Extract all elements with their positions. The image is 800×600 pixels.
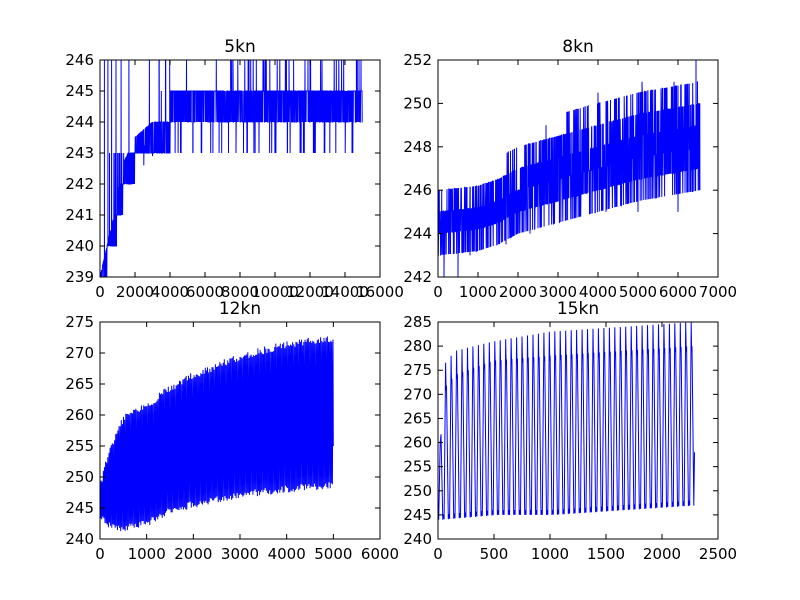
- y-tick-label: 255: [403, 458, 432, 476]
- x-tick-label: 1000: [531, 545, 569, 563]
- y-tick-label: 246: [403, 181, 432, 199]
- x-tick-label: 4000: [579, 283, 617, 301]
- y-tick-label: 260: [65, 406, 94, 424]
- x-tick-label: 1000: [128, 545, 166, 563]
- subplot-title: 8kn: [562, 37, 593, 57]
- x-tick-label: 5000: [619, 283, 657, 301]
- y-tick-label: 240: [403, 530, 432, 548]
- subplot-15kn: 0 500 1000 1500 2000 2500 240 245 250 255 260 265 27…: [403, 299, 737, 563]
- y-tick-label: 240: [65, 530, 94, 548]
- y-tick-label: 275: [403, 361, 432, 379]
- y-tick-label: 270: [65, 344, 94, 362]
- x-tick-label: 0: [95, 545, 105, 563]
- y-tick-label: 240: [65, 237, 94, 255]
- subplot-8kn: 0 1000 2000 3000 4000 5000 6000 7000 242 244 246 24…: [403, 37, 737, 301]
- x-tick-label: 2000: [174, 545, 212, 563]
- x-tick-label: 500: [480, 545, 509, 563]
- series-line: [100, 336, 334, 532]
- series-line: [438, 322, 695, 520]
- x-tick-label: 12000: [286, 283, 334, 301]
- y-tick-label: 265: [403, 409, 432, 427]
- y-tick-label: 246: [65, 51, 94, 69]
- y-tick-label: 243: [65, 144, 94, 162]
- y-tick-label: 245: [65, 82, 94, 100]
- series-line: [438, 60, 701, 277]
- x-tick-label: 0: [433, 283, 443, 301]
- x-tick-label: 1000: [459, 283, 497, 301]
- x-tick-label: 6000: [361, 545, 399, 563]
- y-tick-label: 250: [403, 94, 432, 112]
- y-tick-label: 250: [403, 482, 432, 500]
- y-tick-label: 242: [403, 268, 432, 286]
- y-tick-label: 248: [403, 138, 432, 156]
- y-tick-label: 275: [65, 313, 94, 331]
- subplot-title: 12kn: [219, 299, 261, 319]
- x-tick-label: 3000: [221, 545, 259, 563]
- axes-border: [437, 59, 719, 278]
- y-tick-label: 245: [403, 506, 432, 524]
- x-tick-label: 14000: [321, 283, 369, 301]
- x-tick-label: 3000: [539, 283, 577, 301]
- axes-border: [437, 321, 719, 540]
- y-tick-label: 260: [403, 434, 432, 452]
- x-tick-label: 4000: [151, 283, 189, 301]
- x-tick-label: 2000: [116, 283, 154, 301]
- x-tick-label: 0: [95, 283, 105, 301]
- y-tick-label: 241: [65, 206, 94, 224]
- y-tick-label: 285: [403, 313, 432, 331]
- y-tick-label: 245: [65, 499, 94, 517]
- x-tick-label: 2000: [643, 545, 681, 563]
- y-tick-label: 239: [65, 268, 94, 286]
- x-tick-label: 5000: [314, 545, 352, 563]
- x-tick-label: 6000: [659, 283, 697, 301]
- x-tick-label: 7000: [699, 283, 737, 301]
- x-tick-label: 2500: [699, 545, 737, 563]
- y-tick-label: 265: [65, 375, 94, 393]
- y-tick-label: 244: [403, 225, 432, 243]
- x-tick-label: 8000: [221, 283, 259, 301]
- subplot-12kn: 0 1000 2000 3000 4000 5000 6000 240 245 250 255 260…: [65, 299, 399, 563]
- x-tick-label: 6000: [186, 283, 224, 301]
- subplot-title: 15kn: [557, 299, 599, 319]
- x-tick-label: 2000: [499, 283, 537, 301]
- y-tick-label: 244: [65, 113, 94, 131]
- x-tick-label: 0: [433, 545, 443, 563]
- x-tick-label: 4000: [268, 545, 306, 563]
- y-tick-label: 255: [65, 437, 94, 455]
- y-tick-label: 250: [65, 468, 94, 486]
- series-line: [100, 60, 363, 277]
- x-tick-label: 1500: [587, 545, 625, 563]
- y-tick-label: 242: [65, 175, 94, 193]
- x-tick-label: 16000: [356, 283, 404, 301]
- y-tick-label: 252: [403, 51, 432, 69]
- x-tick-label: 10000: [251, 283, 299, 301]
- subplot-title: 5kn: [224, 37, 255, 57]
- y-tick-label: 280: [403, 337, 432, 355]
- y-tick-label: 270: [403, 385, 432, 403]
